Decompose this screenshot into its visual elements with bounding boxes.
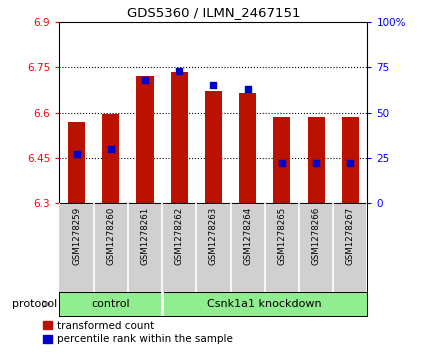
Point [210, 82, 217, 88]
Point [107, 146, 114, 152]
Bar [239, 93, 256, 203]
Bar [308, 117, 325, 203]
Bar [171, 72, 188, 203]
Text: GSM1278265: GSM1278265 [277, 207, 286, 265]
Legend: transformed count, percentile rank within the sample: transformed count, percentile rank withi… [43, 321, 233, 344]
Text: control: control [92, 299, 130, 309]
Text: GSM1278262: GSM1278262 [175, 207, 183, 265]
Point [244, 86, 251, 92]
Point [73, 151, 80, 157]
Bar [68, 122, 85, 203]
Point [176, 68, 183, 74]
Point [279, 160, 286, 166]
Bar [205, 91, 222, 203]
Text: GSM1278267: GSM1278267 [346, 207, 355, 265]
Text: GSM1278264: GSM1278264 [243, 207, 252, 265]
Bar [273, 117, 290, 203]
Point [312, 160, 319, 166]
Text: GSM1278260: GSM1278260 [106, 207, 115, 265]
Point [347, 160, 354, 166]
Text: GSM1278266: GSM1278266 [312, 207, 321, 265]
Text: Csnk1a1 knockdown: Csnk1a1 knockdown [207, 299, 322, 309]
Text: GSM1278261: GSM1278261 [140, 207, 150, 265]
Bar [136, 76, 154, 203]
Bar [342, 117, 359, 203]
Text: protocol: protocol [12, 299, 57, 309]
Title: GDS5360 / ILMN_2467151: GDS5360 / ILMN_2467151 [127, 6, 300, 19]
Bar [102, 114, 119, 203]
Text: GSM1278259: GSM1278259 [72, 207, 81, 265]
Text: GSM1278263: GSM1278263 [209, 207, 218, 265]
Point [141, 77, 148, 83]
